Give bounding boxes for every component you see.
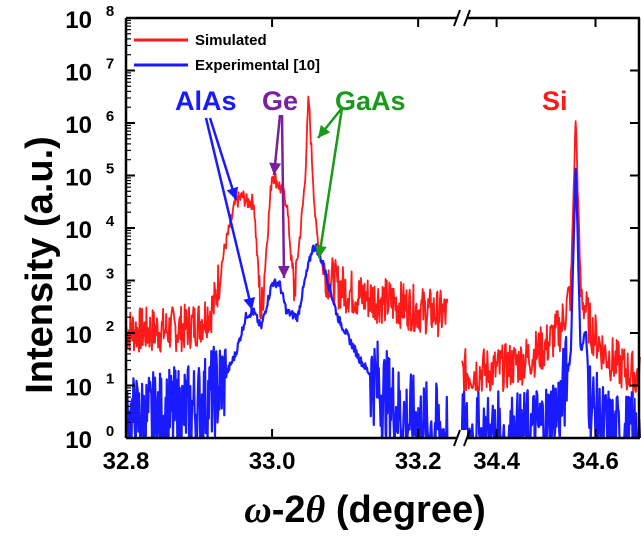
- x-axis-ticks: 32.8 33.0 33.2 34.4 34.6: [103, 18, 619, 475]
- y-axis-label: Intensity (a.u.): [19, 136, 61, 394]
- y-tick-exponent: 7: [106, 56, 114, 73]
- axis-break-marks: [453, 9, 471, 447]
- arrow-alas-experimental-line: [204, 117, 254, 311]
- y-tick-exponent: 4: [106, 213, 115, 230]
- y-tick-exponent: 0: [106, 423, 114, 440]
- x-tick-label: 33.2: [395, 448, 442, 475]
- y-tick-exponent: 6: [106, 108, 114, 125]
- arrow-ge-experimental-head: [277, 265, 290, 278]
- y-tick-exponent: 1: [106, 371, 114, 388]
- annotation-alas: AlAs: [175, 86, 237, 116]
- arrow-gaas-experimental-line: [317, 107, 344, 259]
- series-simulated-line-seg2: [461, 120, 641, 399]
- arrow-ge-experimental-line: [280, 114, 286, 279]
- axis-break-gap: [457, 430, 467, 446]
- axis-break-slash: [453, 429, 461, 447]
- y-tick-label: 10: [65, 427, 92, 454]
- y-tick-label: 10: [65, 270, 92, 297]
- series-layer: [124, 95, 641, 440]
- y-tick-label: 10: [65, 165, 92, 192]
- series-experimental-line-seg1: [124, 243, 449, 440]
- axis-break-slash: [463, 9, 471, 27]
- annotations: AlAs Ge GaAs Si: [175, 86, 568, 311]
- y-tick-label: 10: [65, 112, 92, 139]
- series-experimental-line-seg2: [460, 167, 641, 440]
- y-tick-label: 10: [65, 217, 92, 244]
- axis-break-slash: [453, 9, 461, 27]
- arrow-alas-simulated-head: [226, 186, 239, 200]
- x-tick-label: 34.6: [572, 448, 619, 475]
- x-axis-label: ω-2θ (degree): [244, 489, 486, 531]
- y-tick-label: 10: [65, 60, 92, 87]
- arrow-alas-experimental-head: [243, 296, 256, 310]
- y-tick-exponent: 5: [106, 161, 114, 178]
- arrow-alas-simulated-line: [208, 117, 238, 201]
- arrow-gaas-simulated-head: [318, 124, 331, 138]
- series-simulated-line-seg1: [125, 95, 449, 353]
- arrow-gaas-experimental-head: [314, 245, 327, 258]
- x-tick-label: 32.8: [103, 448, 150, 475]
- axis-break-slash: [463, 429, 471, 447]
- annotation-si: Si: [542, 86, 568, 116]
- y-tick-exponent: 3: [106, 266, 114, 283]
- x-axis-label-omega: ω: [244, 489, 271, 531]
- axis-break-gap: [457, 10, 467, 26]
- legend-label-experimental: Experimental [10]: [195, 57, 320, 74]
- x-tick-label: 34.4: [473, 448, 520, 475]
- annotation-gaas: GaAs: [335, 86, 406, 116]
- y-tick-label: 10: [65, 322, 92, 349]
- legend-label-simulated: Simulated: [195, 32, 267, 49]
- y-tick-exponent: 8: [106, 3, 114, 20]
- x-axis-label-theta: θ: [306, 489, 326, 531]
- x-axis-label-mid: -2: [272, 489, 306, 531]
- arrow-ge-simulated-head: [269, 162, 282, 175]
- y-tick-label: 10: [65, 7, 92, 34]
- x-axis-label-unit: (degree): [325, 489, 485, 531]
- annotation-ge: Ge: [262, 86, 298, 116]
- legend: Simulated Experimental [10]: [134, 32, 320, 74]
- y-tick-exponent: 2: [106, 318, 114, 335]
- y-axis-ticks: 10 0 10 1 10 2 10 3 10 4 10 5 10 6 10 7 10 8: [65, 3, 639, 454]
- x-tick-label: 33.0: [249, 448, 296, 475]
- y-tick-label: 10: [65, 375, 92, 402]
